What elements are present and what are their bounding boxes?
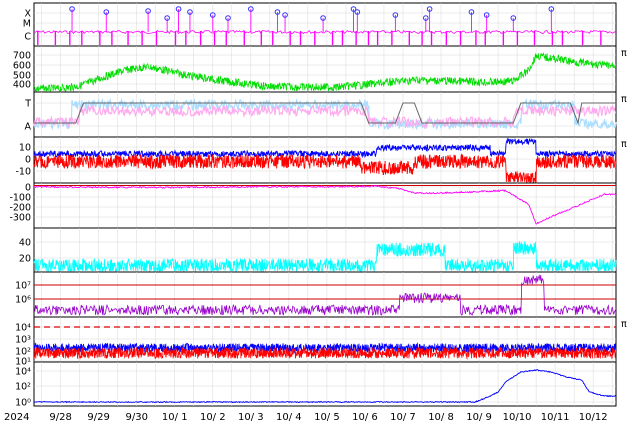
x-tick-label: 9/29 (87, 412, 109, 423)
x-tick-label: 10/ 8 (428, 412, 454, 423)
series-proton-low-b (33, 346, 617, 360)
y-tick-label: 10³ (15, 335, 31, 346)
flare-event-marker (175, 6, 182, 12)
series-dst (33, 184, 617, 225)
y-tick-label: 10⁷ (15, 281, 31, 292)
panel-right-label: π (621, 94, 627, 105)
x-tick-label: 10/ 1 (162, 412, 188, 423)
y-tick-label: 10¹ (15, 357, 31, 368)
y-tick-label: X (24, 9, 31, 20)
flare-event-marker (350, 6, 357, 12)
y-tick-label: 40 (19, 238, 31, 249)
panel-frame (33, 2, 617, 47)
flare-event-marker (209, 12, 216, 18)
y-tick-label: 10⁰ (15, 398, 31, 409)
y-tick-label: -300 (9, 213, 31, 224)
x-axis-year-label: 2024 (4, 412, 29, 423)
series-speed (33, 52, 616, 93)
y-tick-label: 10⁶ (15, 295, 31, 306)
flare-event-marker (274, 9, 281, 15)
y-tick-label: M (23, 19, 31, 30)
chart-panels: XMC700600500400πTAπ100-10π0-100-200-3004… (9, 2, 627, 409)
flare-event-marker (248, 6, 254, 12)
flare-event-marker (69, 6, 75, 12)
panel-imf-sector: T Aπ (24, 91, 627, 138)
panel-right-label: π (621, 139, 627, 150)
x-tick-label: 10/ 9 (466, 412, 492, 423)
flare-event-marker (468, 9, 475, 15)
x-tick-label: 9/30 (125, 412, 147, 423)
panel-proton-flux-high: 10⁴ 10² 10⁰ (15, 361, 617, 409)
panel-flare-events: XMC (23, 2, 617, 47)
y-tick-label: 500 (13, 71, 31, 82)
x-tick-label: 10/ 7 (390, 412, 416, 423)
y-tick-label: 10² (15, 382, 31, 393)
x-tick-label: 10/ 6 (352, 412, 378, 423)
x-tick-label: 10/ 5 (314, 412, 340, 423)
panel-imf-bz-bt: 100-10 π (15, 136, 627, 184)
series-flux-line (33, 29, 616, 35)
flare-event-marker (145, 8, 151, 14)
y-tick-label: -10 (15, 167, 31, 178)
x-tick-label: 10/ 2 (200, 412, 226, 423)
flare-event-marker (187, 9, 193, 15)
flare-event-marker (426, 6, 433, 12)
series-sector-a (33, 97, 617, 131)
flare-event-marker (483, 12, 490, 18)
y-tick-label: A (25, 122, 32, 133)
y-tick-label: 20 (19, 254, 31, 265)
x-axis-ticks: 9/28 9/29 9/30 10/ 1 10/ 2 10/ 3 10/ 4 10/ 5 10/… (49, 412, 607, 423)
flare-event-marker (354, 9, 361, 15)
flare-event-marker (423, 15, 429, 21)
y-tick-label: 600 (13, 61, 31, 72)
series-proton-high (33, 368, 617, 404)
y-tick-label: 10⁴ (15, 367, 31, 378)
y-tick-label: C (24, 32, 31, 43)
y-tick-label: 700 (13, 51, 31, 62)
y-tick-label: 10 (19, 143, 31, 154)
x-tick-label: 10/11 (541, 412, 570, 423)
flare-event-marker (282, 12, 288, 18)
panel-frame (33, 182, 617, 229)
series-electron (33, 274, 617, 317)
x-tick-label: 10/ 4 (276, 412, 302, 423)
flare-event-marker (103, 9, 110, 15)
y-tick-label: -200 (9, 203, 31, 214)
panel-right-label: π (621, 319, 627, 330)
x-axis: 2024 9/28 9/29 9/30 10/ 1 10/ 2 10/ 3 10/ 4 10/… (4, 412, 608, 423)
flare-event-marker (548, 6, 555, 12)
series-sector-b (33, 104, 617, 130)
x-tick-label: 10/12 (579, 412, 608, 423)
flare-event-marker (225, 15, 231, 21)
panel-dst-index: 0-100-200-300 (9, 182, 617, 229)
series-sector-step (34, 102, 616, 125)
y-tick-label: 400 (13, 80, 31, 91)
flare-event-marker (510, 15, 517, 21)
y-tick-label: 0 (25, 155, 31, 166)
y-tick-label: 10² (15, 347, 31, 358)
panel-right-label: π (621, 48, 627, 59)
panel-frame (33, 91, 617, 138)
series-bz (33, 153, 617, 183)
y-tick-label: 0 (25, 183, 31, 194)
panel-frame (33, 361, 617, 407)
x-tick-label: 10/ 3 (238, 412, 264, 423)
flare-event-marker (392, 12, 399, 18)
y-tick-label: -100 (9, 193, 31, 204)
series-bt (33, 137, 616, 159)
series-density (33, 241, 617, 273)
flare-event-marker (164, 15, 170, 21)
y-tick-label: T (24, 99, 31, 110)
x-tick-label: 10/10 (503, 412, 532, 423)
x-tick-label: 9/28 (49, 412, 71, 423)
y-tick-label: 10⁴ (15, 323, 31, 334)
flare-event-marker (320, 15, 326, 21)
